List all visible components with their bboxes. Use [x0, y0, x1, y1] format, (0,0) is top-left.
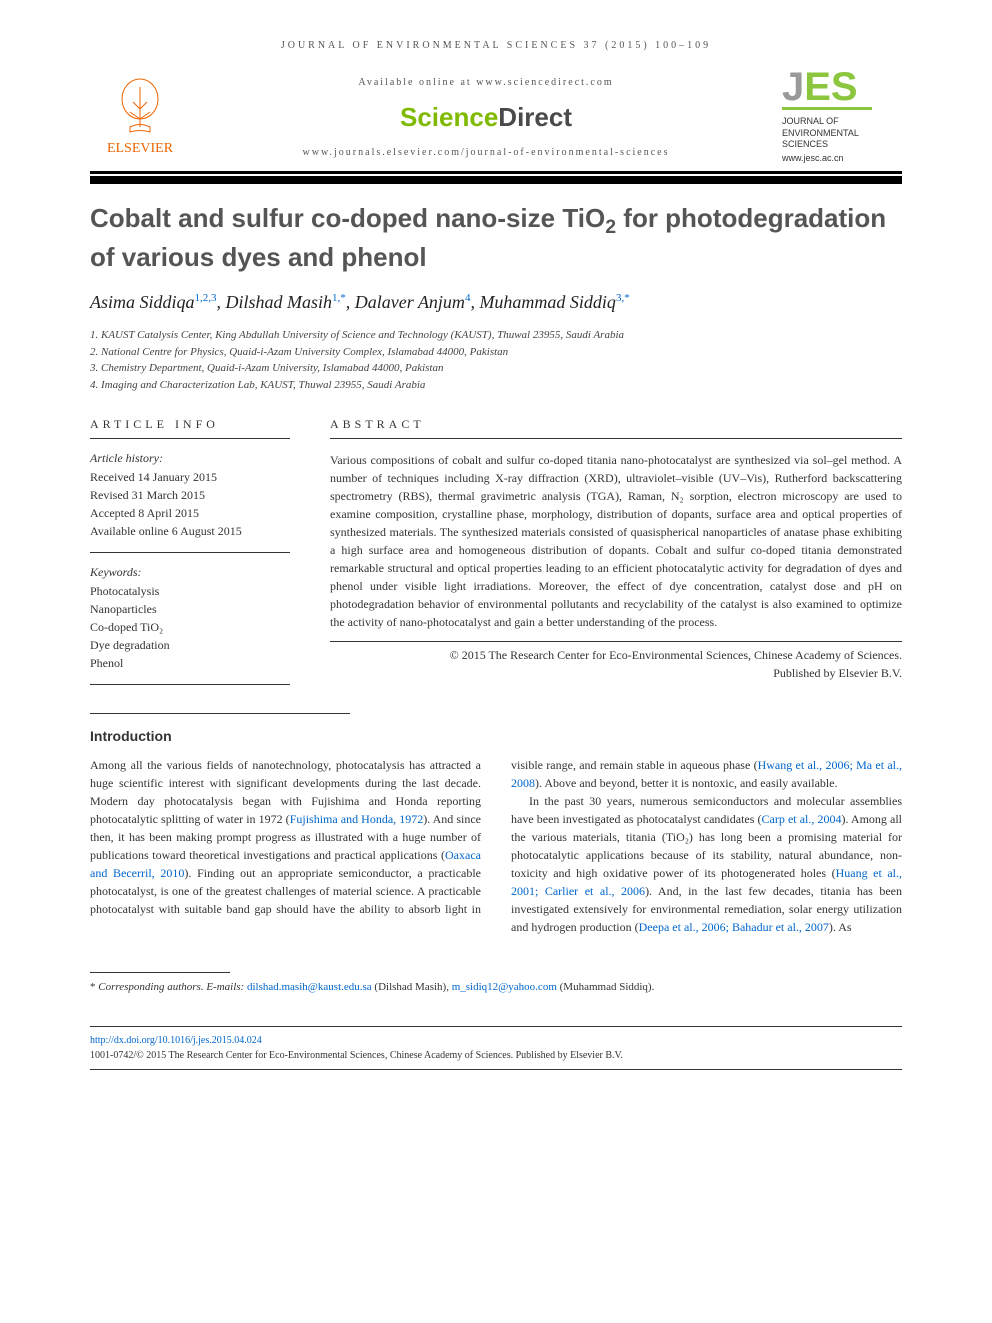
jes-logo: JES	[782, 71, 902, 110]
keywords-block: Keywords: Photocatalysis Nanoparticles C…	[90, 565, 290, 685]
running-head: JOURNAL OF ENVIRONMENTAL SCIENCES 37 (20…	[90, 40, 902, 51]
history-received: Received 14 January 2015	[90, 468, 290, 486]
doi-block: http://dx.doi.org/10.1016/j.jes.2015.04.…	[90, 1026, 902, 1070]
abstract-text: Various compositions of cobalt and sulfu…	[330, 451, 902, 642]
sciencedirect-logo: ScienceDirect	[210, 102, 762, 133]
article-info-label: ARTICLE INFO	[90, 417, 290, 439]
article-history: Article history: Received 14 January 201…	[90, 451, 290, 553]
abstract-label: ABSTRACT	[330, 417, 902, 439]
corresponding-author-footnote: * Corresponding authors. E-mails: dilsha…	[90, 979, 902, 996]
affiliation-2: 2. National Centre for Physics, Quaid-i-…	[90, 344, 902, 361]
jes-url: www.jesc.ac.cn	[782, 153, 902, 163]
affiliation-3: 3. Chemistry Department, Quaid-i-Azam Un…	[90, 360, 902, 377]
sd-direct: Direct	[498, 102, 572, 132]
body-text: Among all the various fields of nanotech…	[90, 756, 902, 936]
history-online: Available online 6 August 2015	[90, 522, 290, 540]
footnote-divider	[90, 972, 230, 973]
intro-divider	[90, 713, 350, 714]
black-divider-bar	[90, 176, 902, 184]
affiliations: 1. KAUST Catalysis Center, King Abdullah…	[90, 327, 902, 393]
jes-journal-name: JOURNAL OF ENVIRONMENTAL SCIENCES	[782, 116, 902, 151]
ref-carp[interactable]: Carp et al., 2004	[762, 812, 842, 826]
introduction-heading: Introduction	[90, 728, 902, 744]
journal-banner: ELSEVIER Available online at www.science…	[90, 71, 902, 174]
jes-es-letters: ES	[804, 71, 857, 103]
keyword-4: Dye degradation	[90, 636, 290, 654]
elsevier-wordmark: ELSEVIER	[107, 141, 173, 157]
keyword-2: Nanoparticles	[90, 600, 290, 618]
history-label: Article history:	[90, 451, 290, 466]
sd-science: Science	[400, 102, 498, 132]
abstract-column: ABSTRACT Various compositions of cobalt …	[330, 417, 902, 685]
article-title: Cobalt and sulfur co-doped nano-size TiO…	[90, 202, 902, 274]
keywords-label: Keywords:	[90, 565, 290, 580]
affiliation-4: 4. Imaging and Characterization Lab, KAU…	[90, 377, 902, 394]
article-info-column: ARTICLE INFO Article history: Received 1…	[90, 417, 290, 685]
available-online-text: Available online at www.sciencedirect.co…	[210, 77, 762, 88]
issn-copyright: 1001-0742/© 2015 The Research Center for…	[90, 1048, 902, 1063]
ref-deepa-bahadur[interactable]: Deepa et al., 2006; Bahadur et al., 2007	[639, 920, 829, 934]
email-siddiq[interactable]: m_sidiq12@yahoo.com	[452, 981, 557, 993]
elsevier-logo-block: ELSEVIER	[90, 77, 190, 157]
journal-url: www.journals.elsevier.com/journal-of-env…	[210, 147, 762, 158]
history-revised: Revised 31 March 2015	[90, 486, 290, 504]
keyword-1: Photocatalysis	[90, 582, 290, 600]
affiliation-1: 1. KAUST Catalysis Center, King Abdullah…	[90, 327, 902, 344]
elsevier-tree-icon	[115, 77, 165, 137]
keyword-5: Phenol	[90, 654, 290, 672]
banner-center: Available online at www.sciencedirect.co…	[190, 77, 782, 158]
author-list: Asima Siddiqa1,2,3, Dilshad Masih1,*, Da…	[90, 292, 902, 313]
info-abstract-row: ARTICLE INFO Article history: Received 1…	[90, 417, 902, 685]
abstract-copyright: © 2015 The Research Center for Eco-Envir…	[330, 646, 902, 682]
history-accepted: Accepted 8 April 2015	[90, 504, 290, 522]
doi-link[interactable]: http://dx.doi.org/10.1016/j.jes.2015.04.…	[90, 1035, 262, 1046]
jes-j-letter: J	[782, 71, 804, 103]
jes-logo-block: JES JOURNAL OF ENVIRONMENTAL SCIENCES ww…	[782, 71, 902, 163]
keyword-3: Co-doped TiO₂	[90, 618, 290, 636]
intro-para-2: In the past 30 years, numerous semicondu…	[511, 792, 902, 936]
email-masih[interactable]: dilshad.masih@kaust.edu.sa	[247, 981, 372, 993]
ref-fujishima[interactable]: Fujishima and Honda, 1972	[290, 812, 424, 826]
